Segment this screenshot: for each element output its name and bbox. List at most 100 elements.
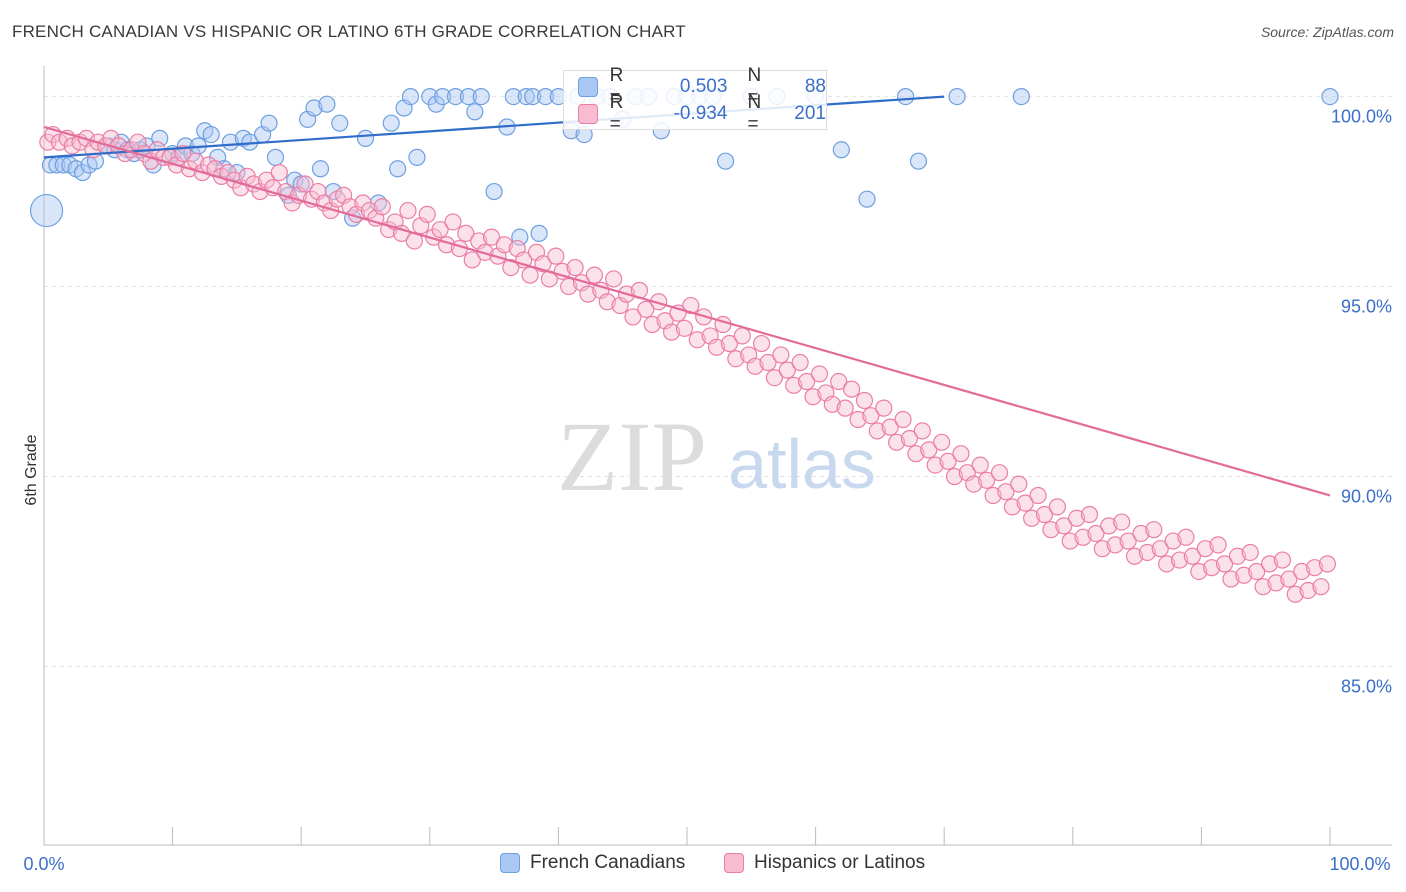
- hispanics-point: [810, 365, 829, 383]
- french-canadians-point: [858, 190, 876, 208]
- french-canadians-point: [382, 114, 400, 132]
- hispanics-point: [1203, 559, 1221, 577]
- hispanics-point: [830, 372, 848, 391]
- hispanics-point: [1132, 524, 1150, 543]
- hispanics-point: [1003, 498, 1021, 516]
- hispanics-point: [746, 357, 764, 375]
- french-canadians-point: [1012, 87, 1030, 106]
- hispanics-point: [913, 422, 931, 440]
- hispanics-point: [1235, 566, 1253, 584]
- y-tick-label: 100.0%: [1331, 107, 1392, 127]
- hispanics-point: [521, 266, 539, 284]
- hispanics-point: [1106, 536, 1124, 554]
- hispanics-point: [733, 327, 751, 345]
- french-canadians-point: [536, 87, 555, 106]
- hispanics-point: [1029, 486, 1047, 505]
- stats-n-label: N =: [747, 92, 762, 135]
- hispanics-point: [1267, 574, 1285, 592]
- hispanics-point: [1158, 555, 1176, 573]
- stats-r-value: -0.934: [673, 103, 728, 124]
- y-tick-label: 90.0%: [1341, 486, 1392, 506]
- hispanics-point: [836, 399, 854, 417]
- hispanics-point: [1183, 547, 1201, 565]
- hispanics-point: [720, 334, 739, 353]
- hispanics-point: [1145, 521, 1163, 539]
- hispanics-point: [862, 407, 880, 425]
- hispanics-point: [50, 133, 69, 151]
- french-canadians-point: [446, 87, 465, 106]
- hispanics-point: [1151, 540, 1169, 558]
- french-canadians-point: [530, 224, 548, 242]
- hispanics-point: [566, 258, 584, 277]
- hispanics-point: [965, 475, 983, 493]
- hispanics-point: [933, 433, 951, 451]
- hispanics-point: [990, 464, 1009, 482]
- stats-row-blue: R = 0.503 N = 88: [578, 65, 826, 108]
- hispanics-point: [643, 315, 661, 334]
- hispanics-point: [785, 376, 803, 394]
- hispanics-point: [1074, 528, 1092, 546]
- french-canadians-point: [401, 87, 420, 106]
- legend-item-french-canadians[interactable]: French Canadians: [500, 852, 685, 874]
- hispanics-point: [945, 467, 964, 486]
- hispanics-point: [585, 266, 604, 284]
- series-hispanics-or-latinos: [39, 125, 1337, 603]
- hispanics-point: [926, 456, 944, 474]
- hispanics-point: [952, 445, 970, 463]
- hispanics-point: [1260, 555, 1279, 573]
- hispanics-point: [624, 308, 642, 326]
- hispanics-point: [1119, 532, 1137, 550]
- hispanics-point: [1113, 513, 1131, 531]
- axes: [43, 66, 1392, 846]
- stats-n-value: 88: [804, 76, 826, 97]
- hispanics-point: [1042, 521, 1060, 539]
- stats-swatch-pink: [578, 104, 598, 124]
- french-canadians-point: [311, 160, 330, 178]
- hispanics-point: [997, 483, 1015, 501]
- hispanics-point: [868, 422, 886, 440]
- hispanics-point: [1215, 555, 1234, 573]
- hispanics-point: [1280, 570, 1298, 588]
- hispanics-point: [907, 445, 925, 463]
- hispanics-point: [894, 410, 912, 429]
- hispanics-point: [1305, 559, 1324, 577]
- hispanics-point: [431, 220, 449, 239]
- hispanics-point: [875, 399, 893, 417]
- hispanics-point: [984, 486, 1002, 505]
- hispanics-point: [971, 456, 989, 474]
- french-canadians-point: [832, 141, 850, 159]
- hispanics-point: [727, 350, 745, 368]
- y-tick-label: 85.0%: [1341, 676, 1392, 696]
- hispanics-point: [888, 433, 906, 451]
- french-canadians-point: [466, 103, 484, 121]
- stats-swatch-blue: [578, 77, 598, 97]
- hispanics-point: [1228, 547, 1247, 565]
- hispanics-point: [752, 334, 771, 353]
- legend-item-hispanics-or-latinos[interactable]: Hispanics or Latinos: [724, 852, 925, 874]
- hispanics-point: [1248, 562, 1266, 581]
- hispanics-point: [1080, 505, 1099, 524]
- hispanics-point: [482, 228, 501, 246]
- french-canadians-point: [221, 133, 240, 151]
- french-canadians-point: [202, 125, 220, 144]
- legend-label: French Canadians: [530, 852, 686, 873]
- hispanics-point: [502, 258, 520, 277]
- hispanics-point: [675, 319, 694, 337]
- stats-legend: R = 0.503 N = 88 R = -0.934 N = 201: [563, 65, 827, 135]
- x-tick-label: 0.0%: [23, 854, 64, 874]
- hispanics-point: [560, 277, 578, 296]
- legend-label: Hispanics or Latinos: [754, 852, 926, 873]
- watermark-zip: ZIP: [557, 401, 707, 512]
- y-tick-label: 95.0%: [1341, 297, 1392, 317]
- hispanics-point: [1312, 578, 1330, 596]
- french-canadians-point: [716, 152, 735, 170]
- hispanics-point: [804, 388, 822, 406]
- hispanics-point: [579, 285, 597, 303]
- hispanics-point: [791, 353, 809, 372]
- hispanics-point: [598, 293, 616, 311]
- hispanics-point: [843, 380, 861, 398]
- french-canadians-point: [389, 160, 407, 178]
- french-canadians-point: [948, 87, 966, 106]
- hispanics-point: [1299, 581, 1317, 600]
